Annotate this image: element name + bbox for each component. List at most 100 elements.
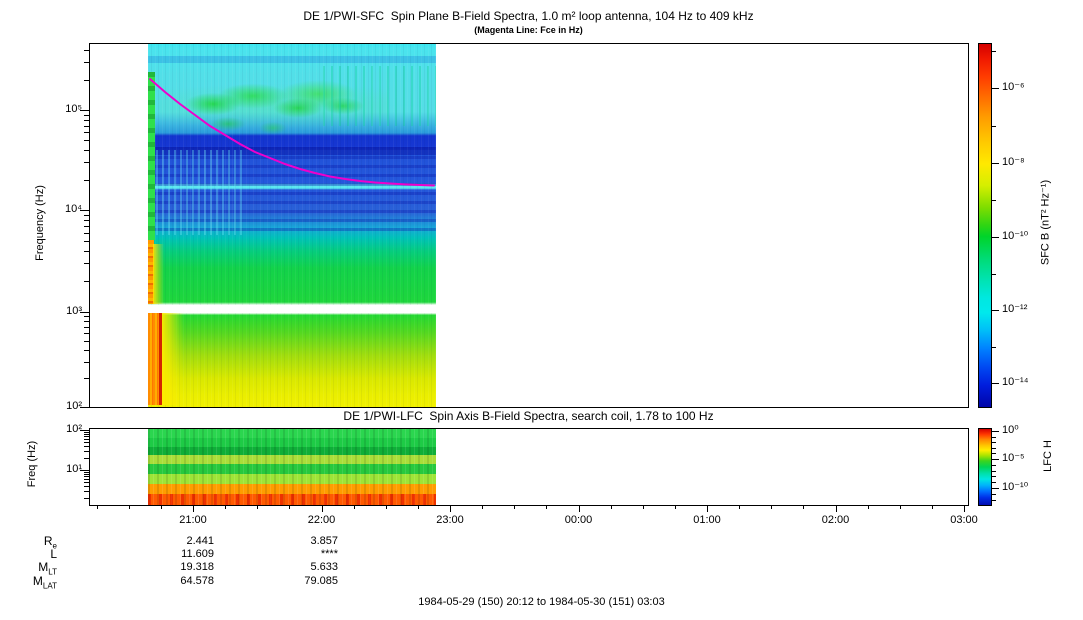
sfc-y-tick-label: 10³ [66,305,82,317]
lfc-y-minor-tick [84,485,89,487]
fce-line [149,78,435,187]
time-minor-tick [739,505,741,509]
lfc-y-minor-tick [84,438,89,440]
lfc-y-minor-tick [84,482,89,483]
sfc-y-tick [80,312,89,313]
sfc-y-minor-tick [84,125,89,127]
lfc-cbar-minor-tick [992,470,996,472]
time-minor-tick [546,505,548,509]
sfc-noise-texture [148,44,436,407]
sfc-colorbar [978,43,992,408]
time-minor-tick [353,505,355,509]
time-minor-tick [417,505,419,509]
sfc-cbar-tick [992,310,999,311]
lfc-cbar-tick [992,488,999,489]
ephemeris-value-col2: **** [320,548,338,560]
lfc-cbar-tick-label: 10⁻⁵ [1002,452,1025,464]
time-range-label: 1984-05-29 (150) 20:12 to 1984-05-30 (15… [418,596,665,608]
time-tick-label: 03:00 [950,514,978,526]
sfc-y-minor-tick [84,378,89,380]
sfc-cbar-tick [992,163,999,164]
sfc-burst-upper-fringe [153,244,164,304]
sfc-data-gap-band [148,305,436,313]
sfc-cbar-tick-label: 10⁻¹⁰ [1002,230,1029,242]
sfc-y-minor-tick [84,240,89,242]
lfc-y-minor-tick [84,458,89,459]
ephemeris-row-label: Re [43,534,57,551]
time-minor-tick [482,505,484,509]
ephemeris-value-col1: 2.441 [186,535,214,547]
time-tick [450,505,451,512]
sfc-title: DE 1/PWI-SFC Spin Plane B-Field Spectra,… [303,9,754,23]
sfc-vertical-streaks [323,66,436,126]
sfc-y-minor-tick [84,250,89,252]
ephemeris-row-label: MLT [38,560,57,577]
lfc-y-minor-tick [84,436,89,438]
lfc-y-minor-tick [84,445,89,447]
sfc-dark-band [148,147,436,232]
lfc-frequency-band [148,447,436,455]
sfc-cbar-tick-label: 10⁻⁶ [1002,81,1025,93]
time-minor-tick [803,505,805,509]
sfc-y-axis-label: Frequency (Hz) [34,185,46,261]
lfc-cbar-minor-tick [992,442,996,444]
sfc-y-minor-tick [84,349,89,351]
time-tick-label: 02:00 [821,514,850,526]
time-tick-label: 21:00 [179,514,207,526]
sfc-y-minor-tick [84,263,89,265]
sfc-y-minor-tick [84,326,89,328]
sfc-burst-lower [148,313,159,405]
sfc-y-tick [80,210,89,211]
sfc-y-minor-tick [84,79,89,81]
sfc-cbar-tick [992,237,999,238]
sfc-y-minor-tick [84,162,89,164]
sfc-cbar-tick-label: 10⁻¹² [1002,303,1028,315]
lfc-cbar-tick [992,459,999,460]
time-tick [835,505,837,512]
sfc-y-minor-tick [84,219,89,221]
sfc-spectrogram-panel [89,43,969,408]
lfc-frequency-band [148,474,436,484]
lfc-y-minor-tick [84,442,89,443]
lfc-y-minor-tick [84,433,89,435]
lfc-noise-texture [148,429,436,505]
sfc-y-minor-tick [84,119,89,121]
time-tick [578,505,580,512]
sfc-subtitle: (Magenta Line: Fce in Hz) [474,25,583,35]
lfc-y-minor-tick [84,478,89,480]
time-tick [964,505,965,512]
lfc-red-flecks [148,494,436,505]
ephemeris-row-label: MLAT [32,574,57,591]
lfc-y-minor-tick [84,498,89,499]
time-tick-label: 23:00 [436,514,464,526]
lfc-y-minor-tick [84,490,89,492]
sfc-cbar-minor-tick [992,200,996,201]
sfc-burst-lower-fringe [162,313,184,405]
lfc-cbar-tick-label: 10⁰ [1002,424,1019,436]
sfc-spectrogram-data [148,44,436,407]
sfc-y-minor-tick [84,321,89,323]
time-minor-tick [642,505,644,509]
sfc-cbar-minor-tick [992,346,996,348]
time-tick-label: 01:00 [693,514,721,526]
lfc-frequency-band [148,464,436,474]
ephemeris-value-col1: 19.318 [180,561,214,573]
sfc-cbar-tick-label: 10⁻¹⁴ [1002,376,1029,388]
ephemeris-value-col1: 64.578 [180,575,214,587]
time-minor-tick [771,505,773,509]
lfc-y-tick [80,430,89,431]
lfc-cbar-minor-tick [992,482,996,484]
lfc-y-tick [80,470,89,471]
sfc-y-minor-tick [84,316,89,318]
time-tick [707,505,708,512]
sfc-cyan-streaks [150,150,245,235]
lfc-colorbar [978,428,992,506]
fce-line-path [149,78,435,187]
sfc-cbar-minor-tick [992,273,996,275]
lfc-spectrogram-panel [89,428,969,506]
sfc-cbar-minor-tick [992,125,996,127]
sfc-y-minor-tick [84,114,89,116]
sfc-y-minor-tick [84,232,89,234]
ephemeris-value-col2: 79.085 [304,575,338,587]
sfc-left-green-column [148,72,155,240]
